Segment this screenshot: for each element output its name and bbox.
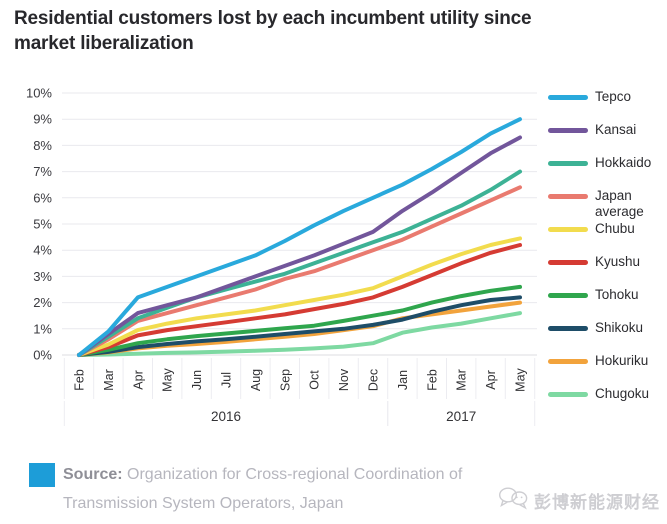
legend-label-hokuriku: Hokuriku [595,353,649,368]
legend-swatch-tohoku [548,293,588,298]
x-axis-month-label: Mar [455,369,469,391]
y-axis-tick-label: 10% [26,86,52,101]
legend-label-chubu: Chubu [595,221,635,236]
legend-label-kansai: Kansai [595,122,637,137]
legend-label-tohoku: Tohoku [595,287,639,302]
legend-item-hokuriku: Hokuriku [548,353,665,369]
legend-swatch-hokkaido [548,161,588,166]
legend-swatch-chubu [548,227,588,232]
legend-item-kansai: Kansai [548,122,665,138]
x-axis-year-label: 2017 [446,409,476,424]
series-line-kansai [77,135,522,357]
x-axis-month-label: Feb [425,369,439,391]
legend-swatch-chugoku [548,392,588,397]
x-axis-month-label: Nov [337,368,351,391]
legend-item-shikoku: Shikoku [548,320,665,336]
series-line-shikoku [77,295,522,357]
legend-label-japan-average: Japan average [595,188,644,219]
source-text: Source: Organization for Cross-regional … [63,460,583,518]
x-axis-month-label: Jan [396,370,410,390]
legend-swatch-japan-average [548,194,588,199]
y-axis-tick-label: 8% [33,138,52,153]
x-axis-month-label: Apr [131,370,145,389]
y-axis-tick-label: 4% [33,243,52,258]
y-axis-tick-label: 1% [33,321,52,336]
legend-swatch-kyushu [548,260,588,265]
x-axis-month-label: Mar [102,369,116,391]
x-axis-month-label: Jun [190,370,204,390]
x-axis-month-label: Feb [73,369,87,391]
x-axis-year-label: 2016 [211,409,241,424]
page-title-line1: Residential customers lost by each incum… [14,8,532,29]
y-axis-tick-label: 9% [33,112,52,127]
x-axis-month-label: May [514,367,528,391]
x-axis-month-label: Sep [278,369,292,391]
series-line-hokkaido [77,169,522,357]
y-axis-tick-label: 0% [33,348,52,363]
series-line-chubu [77,236,522,357]
page-title: Residential customers lost by each incum… [14,6,644,56]
legend-item-kyushu: Kyushu [548,254,665,270]
page-title-line2: market liberalization [14,33,194,54]
y-axis-tick-label: 6% [33,190,52,205]
x-axis-month-label: May [161,367,175,391]
chart-canvas: 0% 1% 2% 3% 4% 5% 6% 7% 8% 9% 10% Feb Mar Apr May Jun Ju… [26,86,537,426]
y-axis-tick-label: 7% [33,164,52,179]
y-axis-tick-label: 5% [33,217,52,232]
legend-item-japan-average: Japan average [548,188,665,220]
x-axis-month-label: Aug [249,369,263,391]
series-line-tohoku [77,284,522,357]
x-axis-month-label: Oct [308,370,322,390]
legend-label-hokkaido: Hokkaido [595,155,652,170]
legend-item-tohoku: Tohoku [548,287,665,303]
series-line-japan-average [77,185,522,357]
legend-item-tepco: Tepco [548,89,665,105]
legend-swatch-shikoku [548,326,588,331]
chat-bubbles-icon [498,486,528,515]
y-axis-tick-label: 2% [33,295,52,310]
legend-swatch-tepco [548,95,588,100]
source-line2: Transmission System Operators, Japan [63,495,344,512]
watermark-text: 彭博新能源财经 [534,493,660,512]
source-line1: Organization for Cross-regional Coordina… [127,466,463,483]
legend-item-chugoku: Chugoku [548,386,665,402]
x-axis-month-label: Apr [484,370,498,389]
legend-label-kyushu: Kyushu [595,254,641,269]
legend-item-chubu: Chubu [548,221,665,237]
legend-label-tepco: Tepco [595,89,632,104]
x-axis-month-label: Jul [220,372,234,388]
x-axis-month-label: Dec [367,369,381,391]
source-label: Source: [63,466,123,483]
legend-label-chugoku: Chugoku [595,386,650,401]
series-line-tepco [77,117,522,357]
series-line-kyushu [77,243,522,357]
legend-swatch-kansai [548,128,588,133]
watermark: 彭博新能源财经 [498,486,660,515]
legend-item-hokkaido: Hokkaido [548,155,665,171]
legend-label-shikoku: Shikoku [595,320,644,335]
y-axis-tick-label: 3% [33,269,52,284]
legend-swatch-hokuriku [548,359,588,364]
source-brand-square [29,463,55,487]
series-line-chugoku [77,311,522,357]
